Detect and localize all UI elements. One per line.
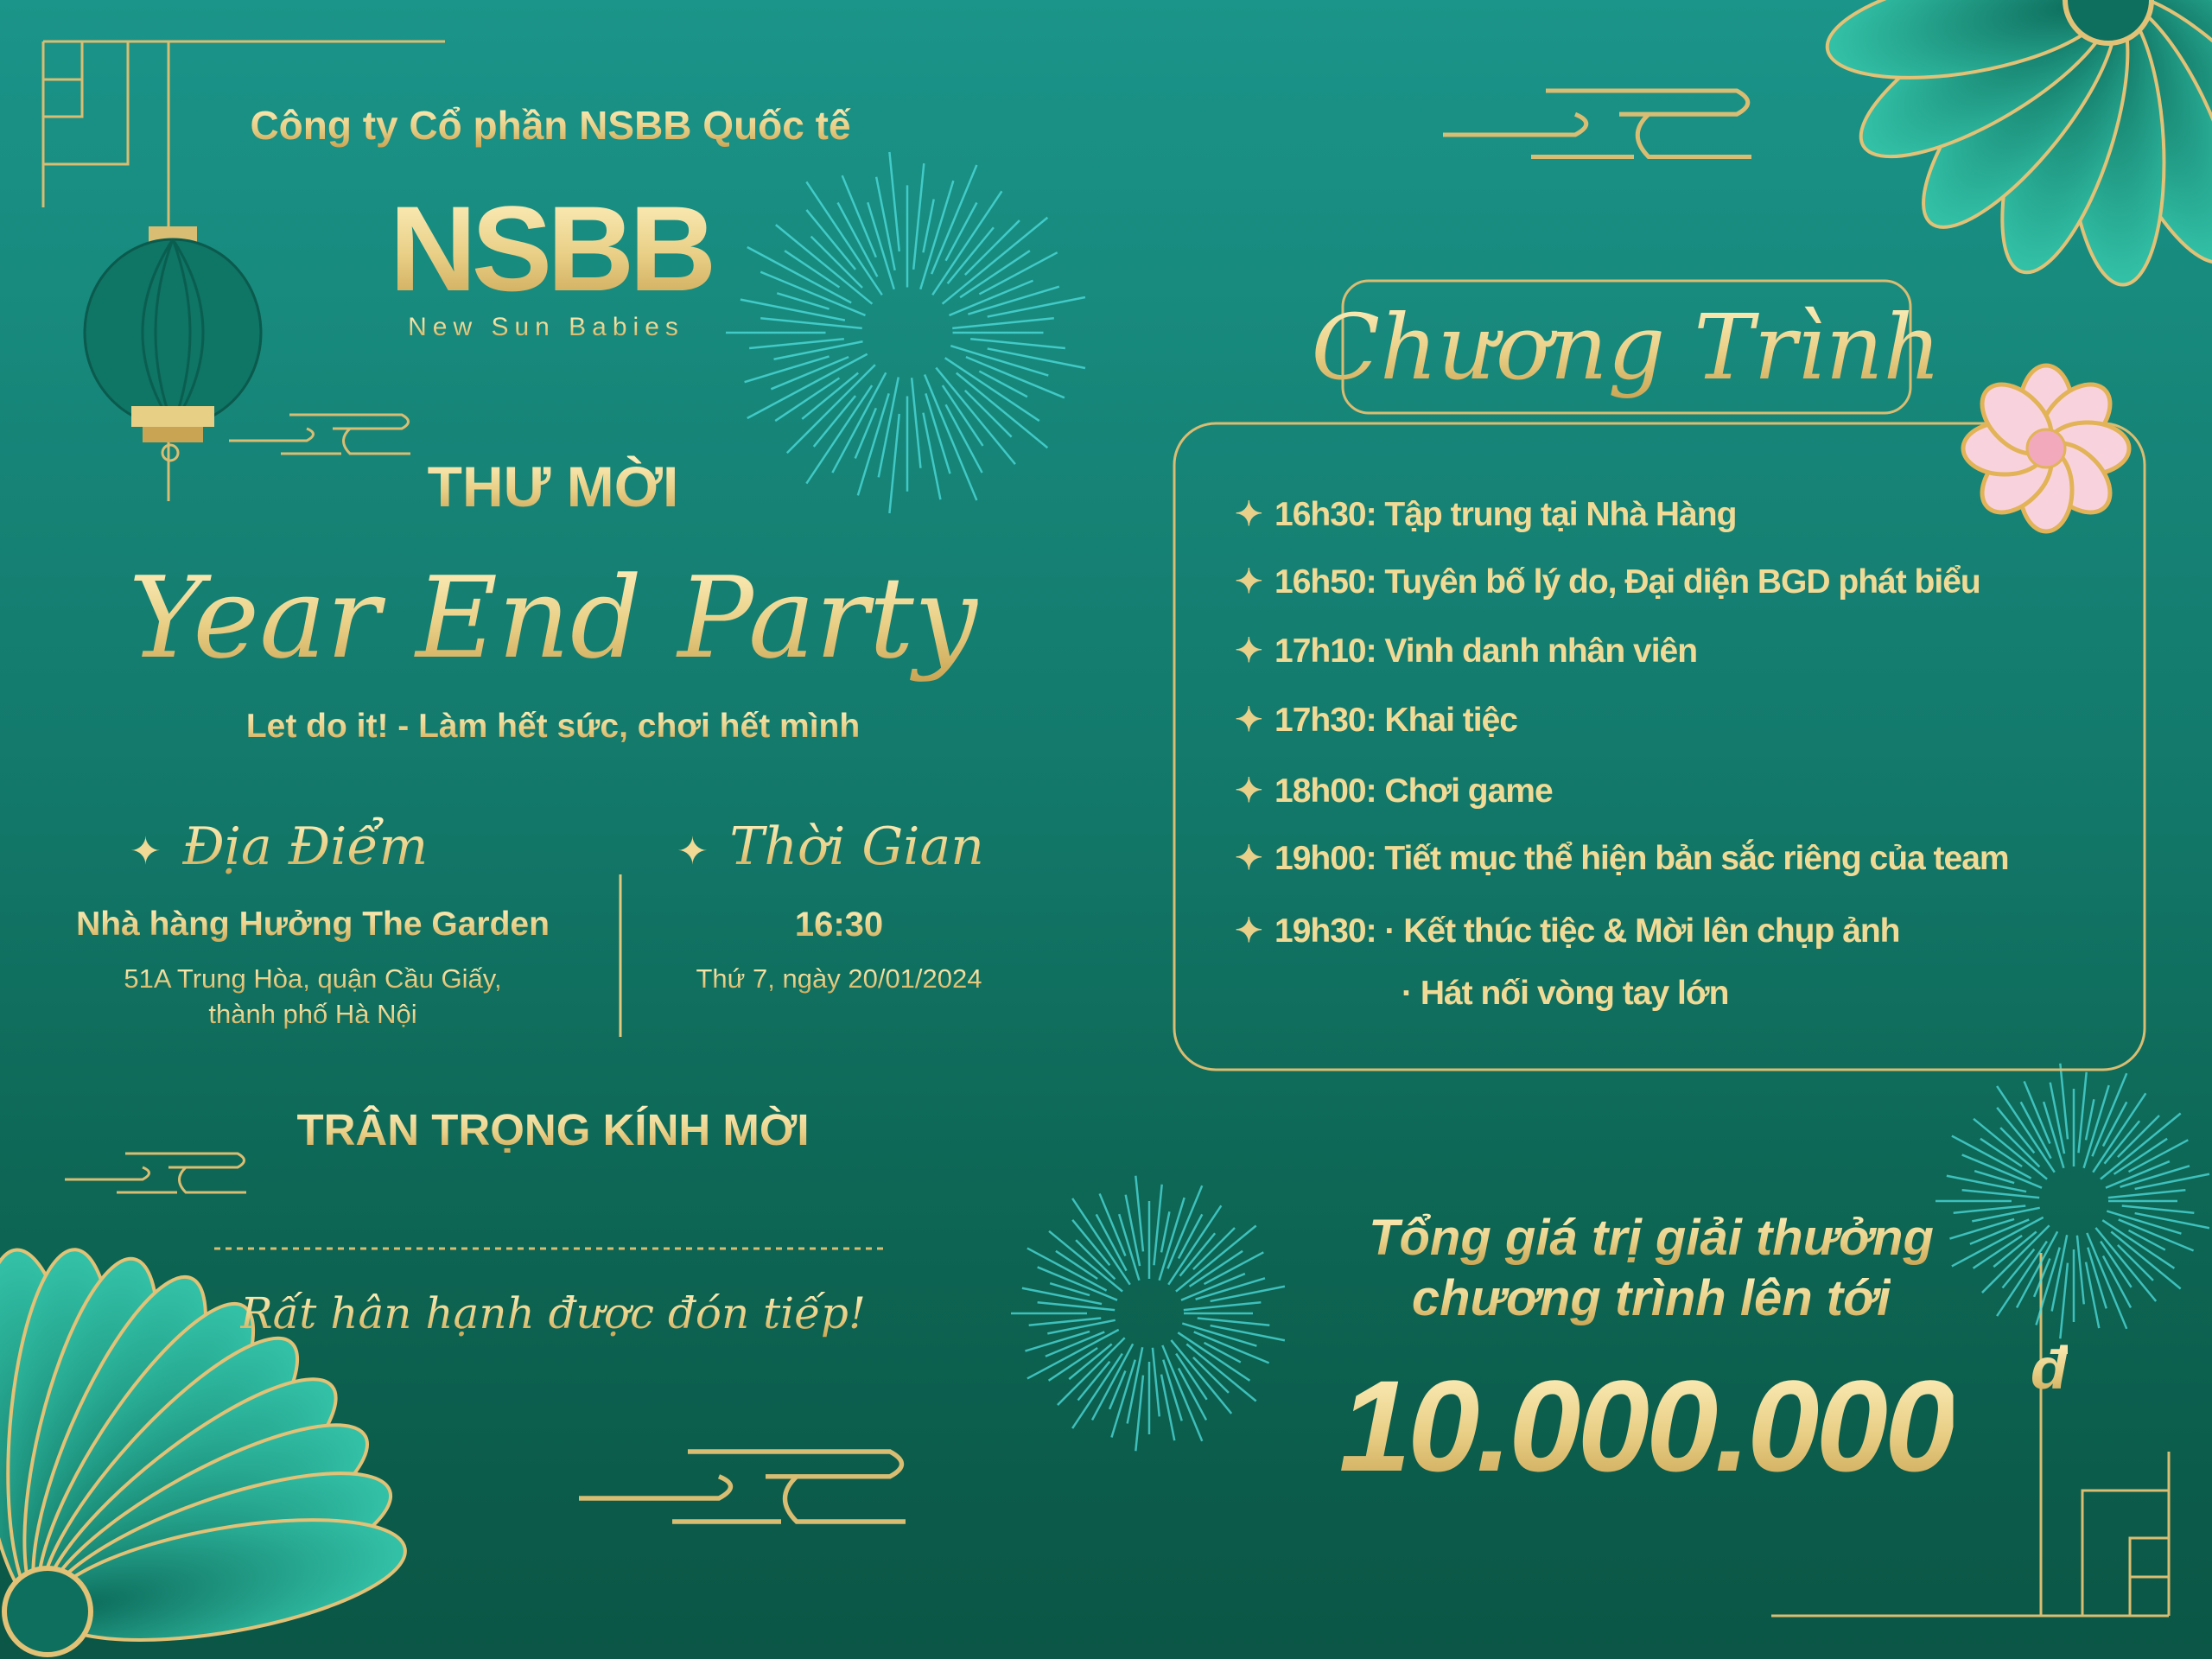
- prize-currency: đ: [2031, 1334, 2068, 1402]
- venue-label-row: ✦ Địa Điểm: [130, 812, 428, 895]
- program-title: Chương Trình: [1311, 295, 1942, 400]
- sparkle-bullet-icon: ✦: [1235, 563, 1263, 601]
- cloud-ornament-icon: [65, 1152, 246, 1194]
- flower-icon: [0, 1248, 407, 1657]
- firework-icon: [1011, 1175, 1286, 1452]
- firework-icon: [726, 151, 1086, 514]
- prize-line2: chương trình lên tới: [1411, 1270, 1891, 1326]
- sparkle-bullet-icon: ✦: [1235, 632, 1263, 670]
- welcome-text: Rất hân hạnh được đón tiếp!: [239, 1288, 867, 1338]
- program-item: ✦ 17h10: Vinh danh nhân viên: [1235, 632, 1698, 671]
- program-item-text: 16h30: Tập trung tại Nhà Hàng: [1274, 496, 1737, 533]
- event-slogan: Let do it! - Làm hết sức, chơi hết mình: [245, 708, 861, 745]
- invitation-heading: THƯ MỜI: [427, 454, 679, 518]
- venue-name: Nhà hàng Hưởng The Garden: [76, 906, 550, 943]
- sparkle-bullet-icon: ✦: [130, 830, 162, 873]
- sparkle-bullet-icon: ✦: [1235, 702, 1263, 739]
- logo-tagline: New Sun Babies: [408, 313, 684, 341]
- program-item-text: 19h00: Tiết mục thể hiện bản sắc riêng c…: [1274, 840, 2010, 877]
- time-label-row: ✦ Thời Gian: [677, 812, 984, 895]
- sparkle-bullet-icon: ✦: [1235, 772, 1263, 810]
- cloud-ornament-icon: [229, 413, 410, 455]
- program-item: ✦ 17h30: Khai tiệc: [1235, 701, 1518, 741]
- sparkle-bullet-icon: ✦: [1235, 840, 1263, 877]
- event-title: Year End Party: [128, 552, 978, 683]
- program-item-text: 17h30: Khai tiệc: [1274, 702, 1518, 739]
- prize-line1: Tổng giá trị giải thưởng: [1369, 1210, 1934, 1266]
- program-item-text: 19h30: · Kết thúc tiệc & Mời lên chụp ản…: [1274, 912, 1900, 950]
- program-continuation: · Hát nối vòng tay lớn: [1402, 975, 1729, 1012]
- cloud-ornament-icon: [1443, 88, 1752, 160]
- program-item: ✦ 16h50: Tuyên bố lý do, Đại diện BGD phá…: [1235, 563, 1981, 602]
- venue-label: Địa Điểm: [182, 817, 429, 877]
- corner-frame-bottom-right: [1771, 1253, 2171, 1618]
- lantern-icon: [83, 226, 263, 462]
- respect-text: TRÂN TRỌNG KÍNH MỜI: [296, 1105, 810, 1154]
- event-date: Thứ 7, ngày 20/01/2024: [696, 963, 982, 994]
- pink-flower-icon: [1961, 363, 2132, 534]
- time-label: Thời Gian: [729, 817, 984, 877]
- program-title-frame: [1341, 279, 1912, 415]
- venue-address-line2: thành phố Hà Nội: [208, 999, 417, 1029]
- sparkle-bullet-icon: ✦: [1235, 496, 1263, 533]
- program-item: ✦ 19h00: Tiết mục thể hiện bản sắc riêng …: [1235, 839, 2010, 879]
- program-item: ✦ 18h00: Chơi game: [1235, 772, 1554, 811]
- program-item-text: 17h10: Vinh danh nhân viên: [1274, 632, 1698, 670]
- logo-mark: NSBB: [389, 181, 717, 316]
- program-item-text: 16h50: Tuyên bố lý do, Đại diện BGD phát…: [1274, 563, 1981, 601]
- program-item: ✦ 16h30: Tập trung tại Nhà Hàng: [1235, 495, 1737, 535]
- program-item: ✦ 19h30: · Kết thúc tiệc & Mời lên chụp ả…: [1235, 912, 1900, 951]
- company-name: Công ty Cổ phần NSBB Quốc tế: [250, 103, 851, 148]
- sparkle-bullet-icon: ✦: [1235, 912, 1263, 950]
- program-item-text: 18h00: Chơi game: [1274, 772, 1554, 810]
- program-frame: [1173, 422, 2146, 1071]
- prize-amount: 10.000.000: [1338, 1353, 1957, 1498]
- event-hour: 16:30: [794, 906, 884, 944]
- cloud-ornament-icon: [579, 1449, 906, 1524]
- sparkle-bullet-icon: ✦: [677, 830, 709, 873]
- flower-icon: [1825, 0, 2212, 287]
- venue-address-line1: 51A Trung Hòa, quận Cầu Giấy,: [124, 963, 502, 994]
- firework-icon: [1936, 1063, 2210, 1339]
